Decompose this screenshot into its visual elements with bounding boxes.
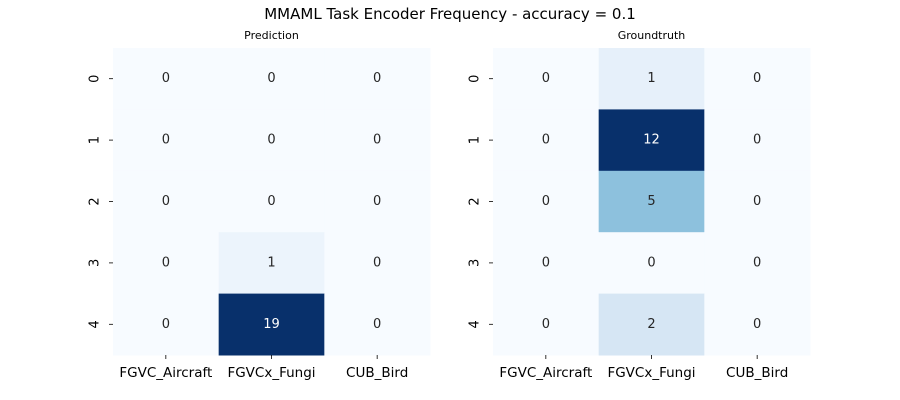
cell-value-label: 0: [373, 317, 381, 332]
heatmap-cell: [218, 109, 325, 172]
heatmap-panel-1: 0 0 0 0 0 0 0 0 0 0 1 0 0 19 0 Prediction FGVC_Aircraft F…: [88, 29, 431, 381]
heatmap-cell: [493, 48, 600, 110]
y-tick-label: 2: [468, 197, 483, 205]
y-tick-label: 4: [468, 320, 483, 328]
y-tick-label: 0: [468, 75, 483, 83]
cell-value-label: 19: [263, 317, 280, 332]
cell-value-label: 0: [542, 71, 550, 86]
cell-value-label: 0: [162, 194, 170, 209]
heatmap-panel-2: 0 1 00 12 00 5 00 0 00 2 0GroundtruthFGVC_Aircraft…: [468, 29, 811, 381]
y-tick-label: 3: [88, 259, 103, 267]
cell-value-label: 0: [162, 317, 170, 332]
y-tick-label: 1: [468, 136, 483, 144]
cell-value-label: 0: [647, 255, 655, 270]
panel-title: Groundtruth: [618, 29, 686, 42]
cell-value-label: 0: [267, 71, 275, 86]
heatmap-cell: [218, 170, 325, 233]
heatmap-cell: [113, 170, 220, 233]
y-tick-label: 2: [88, 197, 103, 205]
y-tick-label: 3: [468, 259, 483, 267]
x-tick-label: FGVC_Aircraft: [119, 365, 212, 381]
heatmap-cell: [704, 109, 811, 172]
cell-value-label: 1: [267, 255, 275, 270]
cell-value-label: 0: [373, 255, 381, 270]
heatmap-cell: [704, 232, 811, 295]
cell-value-label: 0: [753, 317, 761, 332]
x-tick-label: FGVCx_Fungi: [227, 365, 315, 381]
cell-value-label: 0: [162, 71, 170, 86]
cell-value-label: 0: [267, 133, 275, 148]
heatmap-cell: [598, 109, 705, 172]
x-tick-label: FGVC_Aircraft: [499, 365, 592, 381]
cell-value-label: 0: [162, 133, 170, 148]
heatmap-cell: [493, 232, 600, 295]
y-tick-label: 1: [88, 136, 103, 144]
heatmap-cell: [704, 293, 811, 356]
cell-value-label: 0: [373, 71, 381, 86]
heatmap-cell: [598, 48, 705, 110]
cell-value-label: 12: [643, 133, 660, 148]
heatmap-cell: [493, 170, 600, 233]
heatmap-cell: [704, 170, 811, 233]
cell-value-label: 0: [753, 71, 761, 86]
x-tick-label: FGVCx_Fungi: [607, 365, 695, 381]
cell-value-label: 0: [542, 317, 550, 332]
x-tick-label: CUB_Bird: [726, 365, 788, 381]
figure-title: MMAML Task Encoder Frequency - accuracy …: [264, 5, 636, 23]
cell-value-label: 0: [753, 255, 761, 270]
cell-value-label: 0: [542, 133, 550, 148]
x-tick-label: CUB_Bird: [346, 365, 408, 381]
heatmap-cell: [493, 109, 600, 172]
heatmap-cell: [598, 170, 705, 233]
cell-value-label: 0: [753, 194, 761, 209]
heatmap-cell: [493, 293, 600, 356]
heatmap-cell: [324, 48, 431, 110]
cell-value-label: 1: [647, 71, 655, 86]
y-tick-label: 0: [88, 75, 103, 83]
heatmap-cell: [218, 48, 325, 110]
heatmap-cell: [218, 293, 325, 356]
cell-value-label: 0: [267, 194, 275, 209]
heatmap-cell: [113, 48, 220, 110]
cell-value-label: 0: [542, 255, 550, 270]
cell-value-label: 0: [373, 133, 381, 148]
cell-value-label: 0: [753, 133, 761, 148]
heatmap-cell: [218, 232, 325, 295]
heatmap-cell: [113, 293, 220, 356]
heatmap-cell: [598, 293, 705, 356]
heatmap-cell: [704, 48, 811, 110]
panel-title: Prediction: [244, 29, 299, 42]
cell-value-label: 0: [373, 194, 381, 209]
cell-value-label: 0: [162, 255, 170, 270]
heatmap-cell: [324, 109, 431, 172]
heatmap-cell: [324, 293, 431, 356]
heatmap-cell: [324, 170, 431, 233]
cell-value-label: 5: [647, 194, 655, 209]
heatmap-cell: [113, 232, 220, 295]
cell-value-label: 2: [647, 317, 655, 332]
heatmap-cell: [598, 232, 705, 295]
heatmap-cell: [113, 109, 220, 172]
y-tick-label: 4: [88, 320, 103, 328]
cell-value-label: 0: [542, 194, 550, 209]
heatmap-cell: [324, 232, 431, 295]
